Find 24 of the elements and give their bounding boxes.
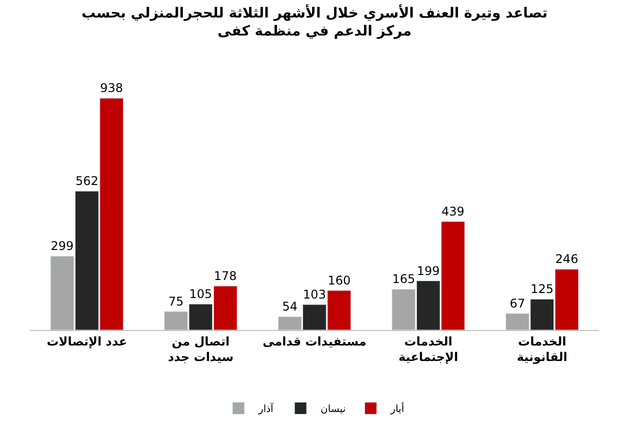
data-label: 165: [392, 272, 416, 286]
data-label: 199: [416, 264, 440, 278]
data-label: 439: [442, 204, 464, 219]
legend-label: أيار: [390, 402, 404, 416]
data-label: 54: [282, 300, 298, 314]
data-label: 105: [189, 287, 212, 302]
data-label: 246: [555, 252, 578, 266]
x-tick-label: مستفيدات قدامى: [262, 334, 366, 348]
legend-label: نيسان: [320, 404, 346, 416]
data-label: 178: [214, 269, 237, 284]
data-label: 160: [328, 273, 351, 288]
data-label: 125: [530, 282, 554, 296]
x-tick-label: الخدمات الإجتماعية: [398, 334, 458, 364]
chart-title: تصاعد وتيرة العنف الأسري خلال الأشهر الثلاثة للحجرالمنزلي بحسب مركز الدعم في منظمة كفى: [82, 3, 548, 40]
data-label: 75: [168, 294, 184, 308]
data-label: 562: [75, 174, 98, 188]
legend-label: آذار: [258, 402, 275, 416]
data-label: 299: [50, 239, 74, 254]
data-label: 67: [510, 296, 526, 310]
x-tick-label: الخدمات القانونية: [516, 334, 568, 364]
x-tick-label: اتصال من سيدات جدد: [168, 334, 234, 364]
data-label: 938: [100, 81, 124, 96]
data-label: 103: [303, 288, 326, 302]
x-tick-label: عدد الإتصالات: [46, 334, 128, 348]
